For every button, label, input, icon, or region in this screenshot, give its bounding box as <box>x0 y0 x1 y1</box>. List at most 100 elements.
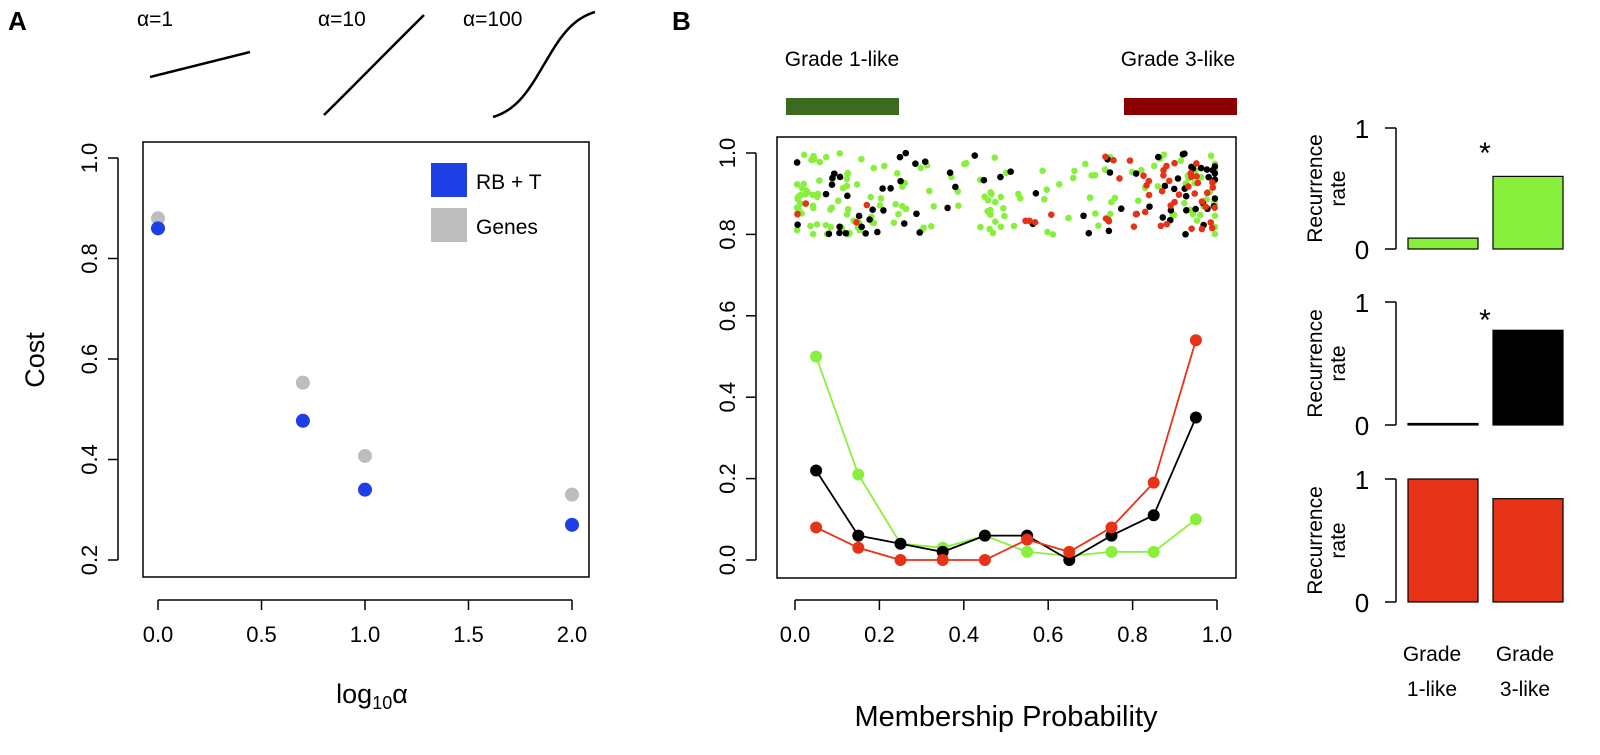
series-point-green <box>852 468 865 481</box>
membership-point <box>1160 166 1167 174</box>
membership-point <box>897 177 904 185</box>
y-tick-label: 0.8 <box>77 243 102 274</box>
membership-point <box>1194 179 1202 187</box>
membership-point <box>1175 191 1183 198</box>
membership-point <box>807 222 814 230</box>
membership-point <box>842 229 850 237</box>
membership-point <box>920 224 927 232</box>
plot-a-x-label: log10α <box>336 679 408 713</box>
series-point-green <box>810 350 823 363</box>
bar-y-tick-label: 1 <box>1355 465 1369 495</box>
membership-point <box>809 204 817 212</box>
grade1-range-bar <box>786 98 899 115</box>
membership-point <box>867 193 874 201</box>
membership-point <box>794 221 801 229</box>
membership-point <box>1085 229 1093 237</box>
membership-point <box>816 158 824 166</box>
membership-point <box>836 223 843 231</box>
series-point-red <box>936 554 949 566</box>
membership-point <box>1095 222 1102 229</box>
sigmoid-label-1: α=1 <box>137 8 173 31</box>
y-tick-label: 0.6 <box>77 344 102 375</box>
membership-point <box>1198 198 1206 205</box>
series-point-green <box>1021 545 1034 558</box>
membership-point <box>1080 212 1087 220</box>
rbt-point <box>151 221 165 236</box>
membership-point <box>793 159 801 166</box>
series-point-green <box>1189 513 1202 526</box>
x-label-alpha: α <box>392 679 408 709</box>
rbt-point <box>565 517 579 532</box>
membership-point <box>1134 197 1142 204</box>
grade3-range-bar <box>1124 98 1237 115</box>
membership-point <box>793 204 801 211</box>
membership-point <box>896 153 904 161</box>
membership-point <box>853 218 860 226</box>
membership-point <box>988 190 995 198</box>
membership-point <box>870 164 878 172</box>
membership-point <box>1209 184 1217 191</box>
bar-category-labels: Grade 1-like Grade 3-like <box>1403 643 1554 701</box>
membership-point <box>1132 210 1140 218</box>
membership-point <box>808 156 815 164</box>
membership-point <box>1171 159 1178 167</box>
membership-point <box>853 181 861 188</box>
membership-point <box>1043 186 1051 193</box>
recurrence-bar <box>1407 478 1479 603</box>
plot-a-legend: RB + T Genes <box>431 163 542 242</box>
y-tick-label: 0.0 <box>715 545 740 576</box>
membership-point <box>1159 214 1167 221</box>
membership-point <box>1174 175 1182 182</box>
membership-point <box>836 173 844 181</box>
membership-point <box>1208 224 1216 232</box>
membership-point <box>877 195 885 202</box>
series-point-red <box>852 541 865 554</box>
panel-b-label: B <box>672 6 691 36</box>
membership-point <box>814 193 821 201</box>
series-point-black <box>852 529 865 542</box>
membership-point <box>844 205 852 213</box>
bar-category-label-grade1-line2: 1-like <box>1407 678 1457 701</box>
membership-point <box>952 183 959 191</box>
membership-point <box>1191 190 1199 197</box>
membership-point <box>913 210 920 218</box>
membership-point <box>1209 179 1216 186</box>
membership-point <box>1182 207 1190 214</box>
series-point-red <box>810 521 823 534</box>
bar-y-label: rate <box>1327 522 1350 558</box>
x-tick-label: 0.8 <box>1117 622 1148 647</box>
sigmoid-curve-100 <box>492 10 596 119</box>
membership-point <box>1092 210 1099 217</box>
membership-point <box>1157 222 1165 230</box>
bar-category-label-grade1-line1: Grade <box>1403 643 1461 666</box>
membership-point <box>1177 157 1185 164</box>
membership-point <box>887 185 894 192</box>
y-tick-label: 0.4 <box>715 382 740 413</box>
membership-point <box>984 196 992 204</box>
membership-point <box>1160 151 1168 159</box>
membership-point <box>843 211 851 218</box>
membership-point <box>927 223 935 230</box>
significance-star: * <box>1479 304 1491 337</box>
membership-point <box>980 176 988 184</box>
membership-point <box>1031 219 1039 226</box>
membership-point <box>1101 166 1109 173</box>
membership-point <box>844 192 851 200</box>
y-tick-label: 0.4 <box>77 444 102 475</box>
bar-y-tick-label: 1 <box>1355 288 1369 318</box>
series-point-red <box>894 554 907 566</box>
plot-a-y-label: Cost <box>20 332 50 388</box>
plot-b-series-lines <box>810 334 1202 566</box>
membership-point <box>1198 225 1206 233</box>
membership-point <box>892 200 899 208</box>
bar-category-label-grade3-line1: Grade <box>1496 643 1554 666</box>
membership-point <box>1189 210 1197 218</box>
membership-point <box>880 207 887 214</box>
bar-y-label: Recurrence <box>1304 309 1327 418</box>
membership-point <box>1182 192 1190 200</box>
membership-point <box>890 219 898 226</box>
membership-point <box>944 204 951 212</box>
membership-point <box>1146 203 1153 210</box>
sigmoid-curve-10 <box>323 14 425 116</box>
